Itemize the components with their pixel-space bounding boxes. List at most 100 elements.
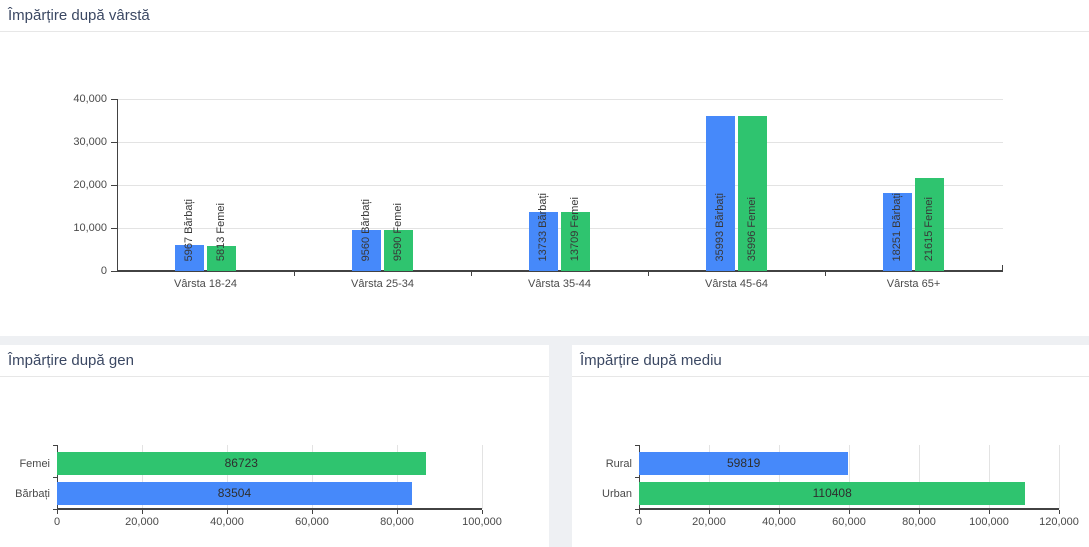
gridline	[117, 98, 1003, 100]
bar-barbati-varsta-25-34[interactable]	[352, 229, 381, 271]
y-axis-tick-label: 30,000	[73, 136, 107, 148]
x-axis-tick	[481, 510, 483, 514]
x-axis-tick	[471, 272, 472, 276]
y-axis	[639, 445, 640, 509]
gridline	[848, 445, 850, 509]
gender-panel: Împărțire după gen 0 20,000 40,000 60,000 80…	[0, 345, 549, 547]
bar-annotation: 5813 Femei	[214, 202, 227, 261]
gridline	[311, 445, 313, 509]
category-label: Vârsta 35-44	[528, 278, 591, 290]
x-axis-tick	[141, 510, 143, 514]
category-label: Vârsta 45-64	[705, 278, 768, 290]
category-label: Urban	[602, 487, 632, 500]
environment-panel: Împărțire după mediu 0 20,000 40,000 60,000…	[572, 345, 1089, 547]
gridline	[117, 227, 1003, 229]
x-axis	[57, 508, 482, 510]
x-axis-tick	[988, 510, 990, 514]
category-label: Vârsta 65+	[886, 278, 941, 290]
y-axis-tick	[53, 444, 57, 446]
x-axis-tick-label: 60,000	[295, 516, 329, 528]
gridline	[1058, 445, 1060, 509]
x-axis-tick-label: 20,000	[692, 516, 726, 528]
gridline	[481, 445, 483, 509]
bar-value-label: 59819	[726, 456, 761, 470]
x-axis-tick	[708, 510, 710, 514]
bar-barbati[interactable]	[57, 482, 412, 505]
x-axis-tick-label: 80,000	[902, 516, 936, 528]
gridline	[396, 445, 398, 509]
bar-annotation: 13709 Femei	[568, 196, 581, 261]
gridline	[988, 445, 990, 509]
bar-barbati-varsta-18-24[interactable]	[175, 245, 204, 271]
environment-chart: 0 20,000 40,000 60,000 80,000 100,000 120,000 R…	[572, 345, 1089, 547]
x-axis-tick-label: 120,000	[1039, 516, 1079, 528]
y-axis-tick	[111, 141, 117, 143]
gridline	[778, 445, 780, 509]
category-label: Femei	[19, 457, 50, 470]
x-axis-tick	[638, 510, 640, 514]
x-axis-end-tick	[1002, 265, 1003, 270]
bar-annotation: 35996 Femei	[745, 196, 758, 261]
x-axis-tick	[226, 510, 228, 514]
bar-femei-varsta-65-[interactable]	[915, 178, 944, 271]
x-axis-tick	[311, 510, 313, 514]
y-axis-tick	[111, 270, 117, 272]
x-axis-tick	[56, 510, 58, 514]
y-axis-tick-label: 40,000	[73, 93, 107, 105]
bar-barbati-varsta-65-[interactable]	[883, 192, 912, 271]
bar-barbati-varsta-45-64[interactable]	[706, 116, 735, 271]
bar-value-label: 110408	[812, 486, 852, 500]
bar-annotation: 9590 Femei	[391, 202, 404, 261]
bar-femei-varsta-45-64[interactable]	[738, 116, 767, 271]
gender-panel-header: Împărțire după gen	[0, 345, 549, 377]
environment-panel-header: Împărțire după mediu	[572, 345, 1089, 377]
bar-annotation: 13733 Bărbați	[536, 192, 549, 262]
bar-femei[interactable]	[57, 452, 426, 475]
bar-annotation: 9560 Bărbați	[359, 198, 372, 261]
bar-rural[interactable]	[639, 452, 849, 475]
x-axis-tick	[1058, 510, 1060, 514]
age-panel: Împărțire după vârstă 0 10,000 20,000 30,00…	[0, 0, 1089, 336]
age-chart: 0 10,000 20,000 30,000 40,000 Vârsta 18-24 Vâr…	[73, 93, 1003, 290]
y-axis-tick-label: 0	[100, 265, 107, 277]
y-axis	[57, 445, 58, 509]
x-axis-tick	[778, 510, 780, 514]
y-axis-tick	[53, 476, 57, 478]
y-axis	[117, 99, 118, 271]
bar-urban[interactable]	[639, 482, 1026, 505]
x-axis-tick	[396, 510, 398, 514]
gridline	[141, 445, 143, 509]
bar-femei-varsta-18-24[interactable]	[207, 246, 236, 271]
y-axis-tick	[111, 227, 117, 229]
x-axis-tick-label: 20,000	[125, 516, 159, 528]
y-axis-tick	[635, 508, 639, 510]
x-axis-tick-label: 100,000	[462, 516, 502, 528]
x-axis	[639, 508, 1059, 510]
y-axis-tick-label: 10,000	[73, 222, 107, 234]
gridline	[117, 184, 1003, 186]
x-axis-tick	[825, 272, 826, 276]
y-axis-tick	[53, 508, 57, 510]
y-axis-tick	[635, 476, 639, 478]
x-axis-tick-label: 0	[53, 516, 61, 528]
bar-barbati-varsta-35-44[interactable]	[529, 211, 558, 271]
y-axis-tick	[111, 184, 117, 186]
x-axis-tick-label: 60,000	[832, 516, 866, 528]
x-axis-tick	[294, 272, 295, 276]
y-axis-tick	[111, 98, 117, 100]
bar-femei-varsta-25-34[interactable]	[384, 229, 413, 271]
y-axis-tick-label: 20,000	[73, 179, 107, 191]
bar-annotation: 5967 Bărbați	[182, 198, 195, 261]
gender-panel-title: Împărțire după gen	[8, 352, 134, 369]
bar-value-label: 86723	[224, 456, 258, 470]
gridline	[117, 141, 1003, 143]
category-label: Vârsta 18-24	[174, 278, 237, 290]
gridline	[226, 445, 228, 509]
x-axis-tick	[918, 510, 920, 514]
x-axis-tick-label: 40,000	[210, 516, 244, 528]
x-axis-tick-label: 80,000	[380, 516, 414, 528]
age-panel-header: Împărțire după vârstă	[0, 0, 1089, 32]
category-label: Vârsta 25-34	[351, 278, 414, 290]
bar-femei-varsta-35-44[interactable]	[561, 212, 590, 271]
